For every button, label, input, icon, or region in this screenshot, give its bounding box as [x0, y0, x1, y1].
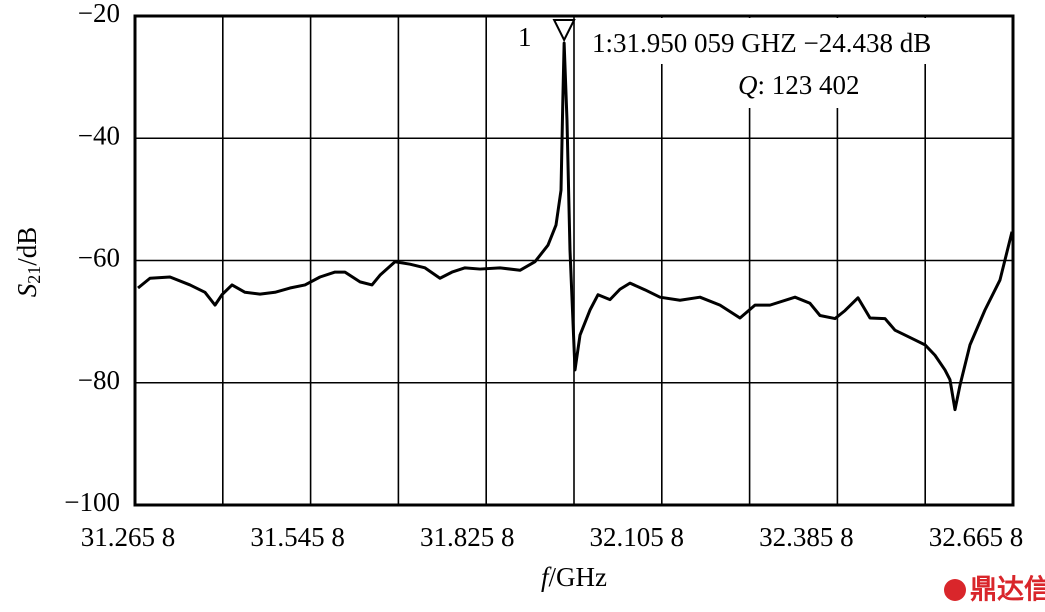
y-label-symbol: S [12, 283, 42, 297]
y-tick-label: −60 [78, 243, 120, 273]
marker-triangle [552, 19, 576, 43]
q-symbol: Q [738, 70, 758, 100]
x-tick-label: 32.665 8 [929, 522, 1024, 552]
q-value: : 123 402 [758, 70, 860, 100]
x-label-unit: /GHz [549, 562, 607, 592]
plot-frame [133, 14, 1015, 507]
x-axis-label: f/GHz [541, 562, 607, 592]
marker-label-box [508, 18, 556, 60]
trace-line [137, 41, 1014, 412]
y-axis-label: S21/dB [12, 227, 44, 298]
q-box [700, 64, 922, 108]
x-tick-label: 31.825 8 [420, 522, 515, 552]
y-tick-label: −40 [78, 120, 120, 150]
x-tick-label: 32.105 8 [590, 522, 685, 552]
x-tick-label: 32.385 8 [759, 522, 854, 552]
y-label-unit: /dB [12, 227, 42, 266]
watermark: 鼎达信 [970, 575, 1045, 606]
x-tick-label: 31.265 8 [81, 522, 176, 552]
readout-box [582, 18, 1012, 64]
plot [137, 19, 1014, 412]
y-tick-label: −100 [64, 487, 120, 517]
x-label-symbol: f [541, 562, 552, 592]
y-tick-label: −80 [78, 365, 120, 395]
annotation-background [508, 18, 1012, 108]
y-tick-label: −20 [78, 0, 120, 28]
q-readout: Q: 123 402 [738, 70, 860, 100]
watermark-logo [944, 579, 966, 601]
marker-label: 1 [518, 22, 532, 52]
marker-readout: 1:31.950 059 GHZ −24.438 dB [592, 28, 931, 58]
y-label-subscript: 21 [24, 266, 44, 284]
x-tick-label: 31.545 8 [250, 522, 345, 552]
